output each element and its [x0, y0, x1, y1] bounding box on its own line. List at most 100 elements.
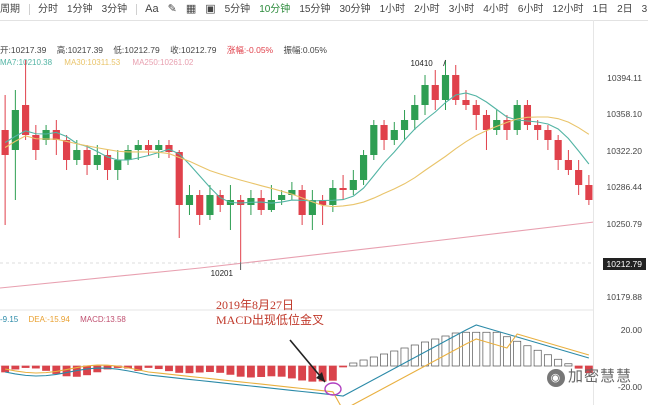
candle-body [257, 198, 265, 210]
candle-body [144, 145, 153, 150]
high-label: 10410 [411, 59, 434, 68]
macd-bar [554, 358, 563, 367]
macd-bar [257, 365, 266, 377]
timeframe-16[interactable]: 3日 [641, 4, 648, 15]
macd-bar [31, 365, 40, 369]
font-size-icon[interactable]: Aa [145, 3, 159, 15]
timeframe-10[interactable]: 3小时 [448, 4, 475, 15]
high-value: 高:10217.39 [56, 45, 104, 55]
annotation-arrowhead [316, 372, 325, 382]
save-icon[interactable]: ▣ [205, 3, 216, 15]
candle-body [462, 100, 470, 105]
candle-body [42, 130, 50, 140]
timeframe-11[interactable]: 4小时 [483, 4, 509, 15]
candle-body [22, 105, 30, 135]
macd-bar [339, 365, 348, 368]
macd-bar [390, 350, 399, 367]
macd-bar [134, 365, 143, 371]
macd-bar [236, 365, 245, 377]
close-value: 收:10212.79 [170, 45, 217, 55]
candle-body [278, 195, 286, 200]
candle-body [93, 155, 101, 165]
macd-bar [564, 363, 573, 367]
candle-body [493, 120, 501, 130]
macd-bar [482, 331, 491, 367]
timeframe-13[interactable]: 12小时 [552, 4, 584, 15]
macd-bar [42, 365, 51, 371]
dea-line [5, 333, 590, 405]
macd-value-legend: MACD:13.58 [80, 315, 126, 324]
candle-body [523, 105, 532, 125]
candle-body [380, 125, 388, 140]
timeframe-15[interactable]: 2日 [617, 4, 633, 15]
timeframe-3[interactable]: 3分钟 [101, 4, 128, 15]
macd-bar [216, 365, 225, 373]
dif-line [5, 324, 590, 397]
timeframe-2[interactable]: 1分钟 [67, 4, 93, 15]
timeframe-6[interactable]: 15分钟 [299, 4, 331, 15]
macd-bar [1, 365, 10, 373]
macd-bar [287, 365, 296, 379]
low-label: 10201 [211, 269, 234, 278]
candle-body [83, 150, 91, 165]
price-tick: 10394.11 [607, 73, 642, 83]
price-tick: 10250.79 [606, 219, 642, 229]
macd-bar [369, 356, 378, 367]
ma30-line [4, 116, 590, 208]
ma30-legend: MA30:10311.53 [64, 58, 121, 67]
timeframe-14[interactable]: 1日 [592, 4, 609, 15]
macd-bar [93, 365, 102, 373]
timeframe-9[interactable]: 2小时 [414, 4, 440, 15]
macd-bar [165, 365, 173, 372]
candle-body [185, 195, 194, 205]
macd-bar [154, 365, 163, 370]
toolbar-divider [29, 3, 30, 15]
candle-body [431, 85, 439, 100]
macd-bar [410, 344, 419, 367]
timeframe-0[interactable]: 周期 [0, 4, 20, 15]
candle-body [390, 130, 398, 140]
candle-body [503, 120, 511, 130]
ohlc-info: 开:10217.39 高:10217.39 低:10212.79 收:10212… [0, 44, 335, 56]
macd-bar [492, 331, 501, 367]
timeframe-7[interactable]: 30分钟 [339, 4, 371, 15]
macd-bar [246, 365, 255, 378]
pencil-icon[interactable]: ✎ [167, 3, 177, 15]
candle-body [319, 200, 327, 205]
macd-bar [195, 365, 204, 373]
macd-bar [175, 365, 184, 373]
macd-bar [462, 331, 470, 367]
macd-bar [11, 365, 20, 370]
macd-bar [400, 347, 409, 367]
candle-body [11, 110, 19, 150]
timeframe-12[interactable]: 6小时 [517, 4, 544, 15]
low-value: 低:10212.79 [113, 45, 160, 55]
high-marker [443, 59, 446, 67]
macd-legend: -9.15 DEA:-15.94 MACD:13.58 [0, 315, 134, 324]
macd-bar [472, 331, 481, 367]
amplitude-value: 振幅:0.05% [283, 45, 327, 55]
candle-body [267, 200, 275, 210]
candle-body [175, 152, 183, 205]
timeframe-5[interactable]: 10分钟 [259, 4, 291, 15]
dea-legend: DEA:-15.94 [28, 315, 70, 324]
timeframe-4[interactable]: 5分钟 [224, 4, 251, 15]
price-tick: 10358.10 [606, 109, 642, 119]
timeframe-1[interactable]: 分时 [38, 4, 58, 15]
macd-bar [83, 365, 91, 376]
annotation-event: MACD出现低位金叉 [216, 313, 325, 327]
macd-bar [206, 365, 214, 373]
timeframe-8[interactable]: 1小时 [379, 4, 406, 15]
change-value: 涨幅:-0.05% [226, 45, 274, 55]
candle-body [308, 200, 316, 215]
toolbar-divider [136, 3, 138, 15]
candle-body [216, 195, 224, 205]
macd-bar [318, 365, 327, 382]
candle-body [585, 185, 593, 200]
price-tick: 10322.20 [606, 146, 642, 156]
candle-body [359, 155, 368, 180]
grid-icon[interactable]: ▦ [185, 3, 197, 15]
candle-body [452, 75, 460, 100]
wechat-icon: ◉ [546, 369, 565, 387]
